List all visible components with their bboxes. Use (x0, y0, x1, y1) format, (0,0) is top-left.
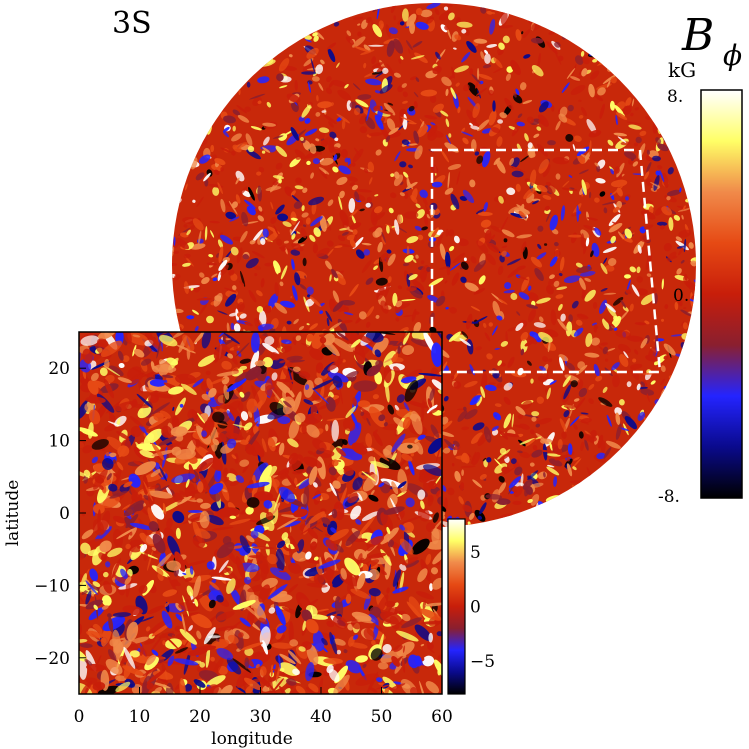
inset-colorbar-tick-label: 0 (470, 598, 481, 618)
inset-xtick-label: 40 (310, 707, 332, 727)
inset-ytick-label: −20 (34, 649, 70, 669)
inset-ytick-label: 10 (48, 432, 70, 452)
inset-xtick-label: 50 (371, 707, 393, 727)
quantity-symbol: B (681, 10, 714, 61)
inset-xtick-label: 10 (129, 707, 151, 727)
inset-axes: 0 10 20 30 40 50 60 −20 −10 0 10 20 (34, 359, 453, 727)
inset-xlabel: longitude (211, 729, 293, 749)
inset-colorbar-tick-label: −5 (470, 652, 495, 672)
panel-title: 3S (112, 6, 152, 41)
main-colorbar-tick-top: 8. (667, 87, 683, 107)
inset-colorbar-fill (447, 518, 466, 695)
main-colorbar: 8. 0. -8. (658, 87, 743, 507)
main-colorbar-tick-mid: 0. (673, 286, 689, 306)
inset-xtick-label: 0 (74, 707, 85, 727)
inset-map (78, 331, 443, 695)
inset-xtick-label: 20 (189, 707, 211, 727)
inset-ytick-label: −10 (34, 576, 70, 596)
quantity-unit: kG (668, 58, 696, 82)
inset-ylabel: latitude (3, 480, 23, 547)
inset-xtick-label: 30 (250, 707, 272, 727)
inset-colorbar: 5 0 −5 (447, 518, 495, 695)
quantity-subscript: ϕ (723, 39, 742, 72)
inset-ytick-label: 20 (48, 359, 70, 379)
main-colorbar-tick-bottom: -8. (658, 487, 680, 507)
inset-ytick-label: 0 (59, 504, 70, 524)
inset-xtick-label: 60 (431, 707, 453, 727)
inset-colorbar-tick-label: 5 (470, 543, 481, 563)
main-colorbar-fill (700, 89, 743, 499)
